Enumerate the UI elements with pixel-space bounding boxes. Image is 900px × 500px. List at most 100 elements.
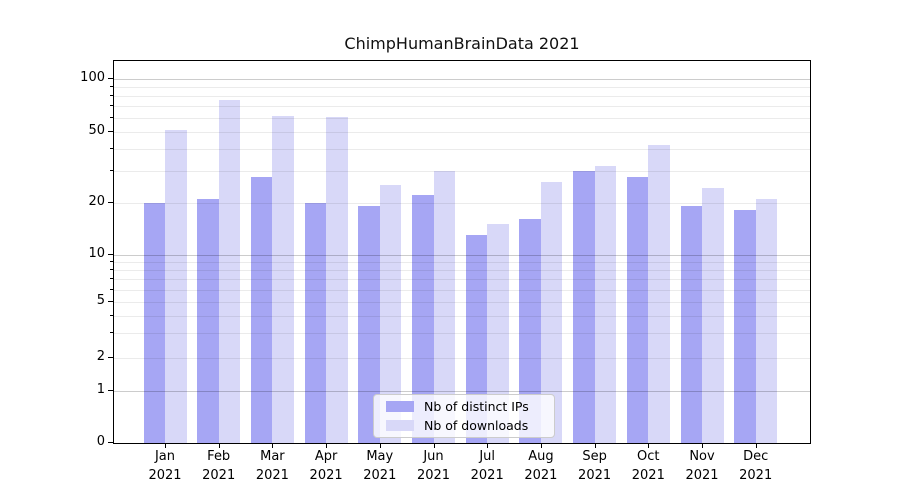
x-tick-mark xyxy=(594,444,596,448)
y-minor-tick-mark xyxy=(110,95,113,97)
x-tick-mark xyxy=(379,444,381,448)
x-tick-label-dec: Dec 2021 xyxy=(720,447,792,485)
bar-downloads-mar xyxy=(272,115,294,443)
bar-distinct-ips-nov xyxy=(680,206,702,443)
y-minor-tick-mark xyxy=(110,117,113,119)
y-minor-tick-mark xyxy=(110,261,113,263)
y-minor-tick-mark xyxy=(110,314,113,316)
bar-distinct-ips-apr xyxy=(304,202,327,443)
x-tick-year: 2021 xyxy=(470,468,504,483)
y-minor-tick-mark xyxy=(110,170,113,172)
y-tick-label: 1 xyxy=(96,382,105,397)
bar-downloads-apr xyxy=(326,116,348,443)
legend: Nb of distinct IPs Nb of downloads xyxy=(373,394,555,438)
y-minor-tick-mark xyxy=(110,301,113,302)
x-tick-year: 2021 xyxy=(202,468,236,483)
x-tick-label-oct: Oct 2021 xyxy=(612,447,684,485)
bar-downloads-oct xyxy=(648,145,670,443)
x-tick-mark xyxy=(272,444,274,448)
bar-distinct-ips-aug xyxy=(519,219,541,443)
y-tick-label: 20 xyxy=(88,193,105,209)
x-tick-year: 2021 xyxy=(524,468,558,483)
y-tick-mark xyxy=(108,441,113,443)
y-tick-label: 5 xyxy=(96,293,105,308)
x-tick-label-may: May 2021 xyxy=(344,447,416,485)
x-tick-mark xyxy=(487,444,489,448)
bar-downloads-nov xyxy=(702,188,724,443)
x-tick-month: Oct xyxy=(637,449,660,464)
x-tick-year: 2021 xyxy=(739,468,773,483)
x-tick-mark xyxy=(165,444,166,448)
legend-label-downloads: Nb of downloads xyxy=(424,418,529,433)
chart-title: ChimpHumanBrainData 2021 xyxy=(344,34,580,53)
x-tick-label-nov: Nov 2021 xyxy=(666,447,738,485)
legend-item-distinct-ips: Nb of distinct IPs xyxy=(386,399,544,414)
legend-label-distinct-ips: Nb of distinct IPs xyxy=(424,399,529,414)
bars-layer xyxy=(114,61,810,443)
x-tick-label-jan: Jan 2021 xyxy=(129,447,201,485)
y-minor-tick-mark xyxy=(110,131,113,132)
bar-downloads-jun xyxy=(433,171,455,443)
x-tick-month: Apr xyxy=(314,449,338,464)
y-minor-tick-mark xyxy=(110,331,113,333)
x-tick-month: Feb xyxy=(207,449,231,464)
y-minor-tick-mark xyxy=(110,278,113,280)
y-minor-tick-mark xyxy=(110,288,113,290)
bar-distinct-ips-sep xyxy=(573,171,595,443)
x-tick-year: 2021 xyxy=(309,468,343,483)
legend-swatch-distinct-ips xyxy=(386,401,414,412)
x-tick-mark xyxy=(540,444,542,448)
bar-downloads-may xyxy=(379,185,402,443)
x-tick-month: Jul xyxy=(479,449,496,464)
bar-downloads-sep xyxy=(594,166,617,443)
x-tick-month: Aug xyxy=(528,449,554,464)
y-tick-label: 10 xyxy=(88,246,105,261)
bar-downloads-jul xyxy=(487,224,509,443)
x-tick-year: 2021 xyxy=(363,468,397,483)
bar-distinct-ips-jun xyxy=(412,195,434,443)
bar-distinct-ips-may xyxy=(358,206,380,443)
x-tick-month: Jan xyxy=(154,449,176,464)
y-tick-label: 100 xyxy=(80,70,105,85)
bar-distinct-ips-mar xyxy=(250,176,273,443)
x-tick-label-jul: Jul 2021 xyxy=(451,447,523,485)
bar-distinct-ips-jan xyxy=(143,202,165,443)
x-tick-mark xyxy=(755,444,757,448)
x-tick-label-aug: Aug 2021 xyxy=(505,447,577,485)
plot-area: Nb of distinct IPs Nb of downloads xyxy=(113,60,811,444)
x-tick-year: 2021 xyxy=(631,468,665,483)
x-tick-label-apr: Apr 2021 xyxy=(290,447,362,485)
x-tick-month: Sep xyxy=(582,449,607,464)
x-tick-month: Jun xyxy=(423,449,444,464)
bar-distinct-ips-feb xyxy=(197,198,219,443)
bar-downloads-feb xyxy=(218,99,241,443)
x-tick-mark xyxy=(702,444,703,448)
bar-distinct-ips-dec xyxy=(734,210,756,443)
x-tick-label-jun: Jun 2021 xyxy=(398,447,470,485)
y-minor-tick-mark xyxy=(110,86,113,88)
bar-distinct-ips-jul xyxy=(465,235,488,443)
x-tick-year: 2021 xyxy=(416,468,451,483)
y-tick-label: 50 xyxy=(88,123,105,138)
x-tick-year: 2021 xyxy=(255,468,289,483)
y-minor-tick-mark xyxy=(110,201,113,203)
y-minor-tick-mark xyxy=(110,269,113,271)
x-tick-mark xyxy=(648,444,650,448)
x-tick-year: 2021 xyxy=(148,468,182,483)
y-tick-label: 0 xyxy=(96,433,105,449)
y-minor-tick-mark xyxy=(110,105,113,107)
y-tick-label: 2 xyxy=(96,348,105,364)
bar-downloads-aug xyxy=(540,182,563,443)
y-minor-tick-mark xyxy=(110,356,113,358)
y-tick-mark xyxy=(108,390,113,391)
x-tick-month: Dec xyxy=(743,449,769,464)
x-tick-label-mar: Mar 2021 xyxy=(236,447,308,485)
x-tick-year: 2021 xyxy=(578,468,612,483)
x-tick-month: May xyxy=(366,449,394,464)
x-tick-mark xyxy=(433,444,435,448)
legend-item-downloads: Nb of downloads xyxy=(386,418,544,433)
bar-downloads-dec xyxy=(755,198,778,443)
x-tick-year: 2021 xyxy=(685,468,719,483)
x-tick-label-sep: Sep 2021 xyxy=(559,447,631,485)
